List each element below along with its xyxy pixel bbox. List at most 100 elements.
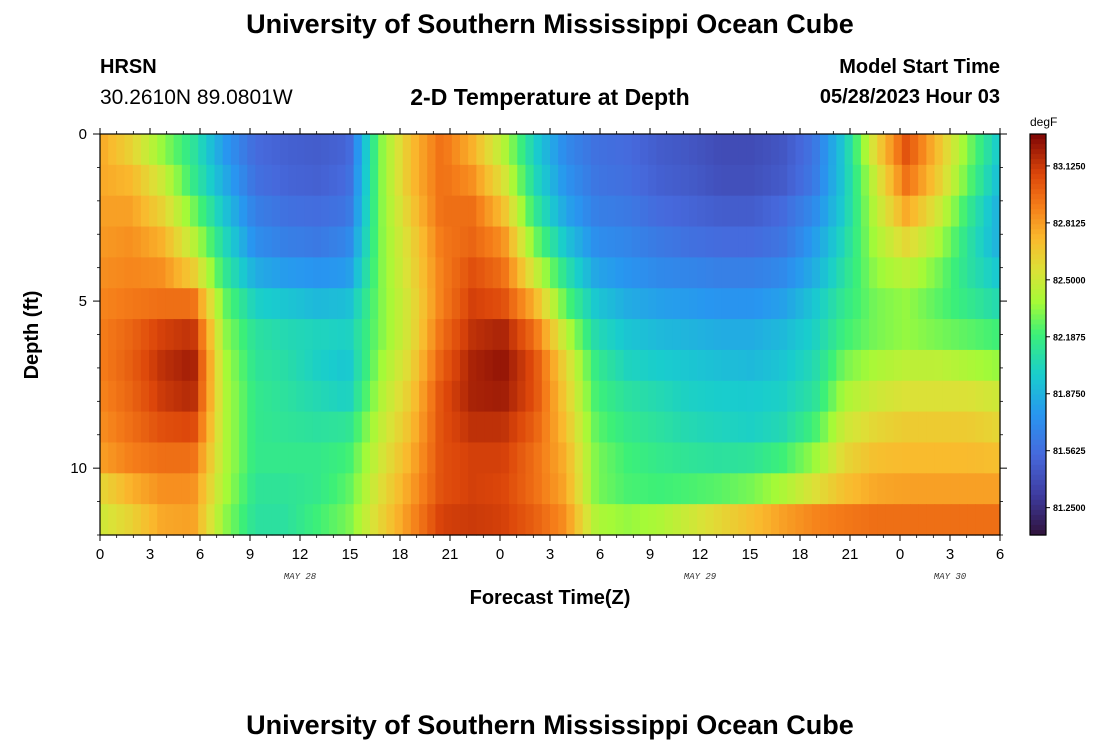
heatmap-cell [574, 134, 584, 166]
heatmap-cell [255, 195, 265, 228]
heatmap-cell [247, 411, 257, 444]
heatmap-cell [566, 504, 576, 536]
heatmap-cell [149, 164, 158, 197]
heatmap-cell [885, 257, 895, 289]
heatmap-cell [566, 195, 576, 228]
heatmap-cell [517, 442, 527, 474]
heatmap-cell [901, 442, 911, 474]
heatmap-cell [525, 288, 535, 320]
heatmap-cell [967, 164, 977, 197]
heatmap-cell [296, 504, 306, 536]
heatmap-cell [124, 288, 134, 320]
heatmap-cell [500, 164, 510, 197]
heatmap-cell [370, 349, 379, 382]
colorbar-segment [1030, 479, 1046, 486]
heatmap-cell [607, 164, 617, 197]
heatmap-cell [435, 411, 445, 444]
heatmap-cell [582, 349, 592, 382]
heatmap-cell [983, 257, 993, 289]
heatmap-cell [558, 319, 567, 351]
colorbar-segment [1030, 229, 1046, 235]
heatmap-cell [509, 226, 518, 258]
heatmap-cell [304, 288, 314, 320]
heatmap-cell [885, 380, 895, 413]
x-tick-label: 0 [96, 546, 104, 563]
heatmap-cell [590, 257, 600, 289]
heatmap-cell [517, 134, 527, 166]
heatmap-cell [443, 226, 453, 258]
heatmap-cell [705, 134, 715, 166]
heatmap-cell [893, 380, 903, 413]
heatmap-cell [230, 164, 240, 197]
heatmap-cell [754, 380, 764, 413]
heatmap-cell [852, 349, 862, 382]
heatmap-cell [484, 380, 494, 413]
y-tick-label: 10 [70, 460, 87, 477]
heatmap-cell [901, 226, 911, 258]
heatmap-cell [942, 504, 952, 536]
heatmap-cell [108, 257, 117, 289]
heatmap-cell [820, 164, 829, 197]
heatmap-cell [100, 349, 109, 382]
heatmap-cell [950, 164, 960, 197]
heatmap-cell [247, 442, 257, 474]
heatmap-cell [517, 319, 527, 351]
heatmap-cell [991, 257, 1001, 289]
heatmap-cell [664, 319, 674, 351]
heatmap-cell [885, 164, 895, 197]
heatmap-cell [198, 442, 207, 474]
heatmap-cell [230, 442, 240, 474]
heatmap-cell [304, 473, 314, 505]
heatmap-cell [296, 442, 306, 474]
heatmap-cell [263, 319, 273, 351]
heatmap-cell [590, 349, 600, 382]
heatmap-cell [476, 349, 486, 382]
heatmap-cell [877, 349, 887, 382]
heatmap-cell [460, 288, 469, 320]
heatmap-cell [320, 349, 330, 382]
plot-title: 2-D Temperature at Depth [410, 84, 690, 110]
heatmap-cell [713, 411, 723, 444]
heatmap-cell [869, 473, 878, 505]
colorbar-tick-label: 81.2500 [1053, 503, 1086, 513]
heatmap-cell [844, 349, 854, 382]
heatmap-cell [394, 288, 404, 320]
heatmap-cell [705, 442, 715, 474]
heatmap-cell [795, 411, 805, 444]
colorbar-segment [1030, 149, 1046, 155]
colorbar-segment [1030, 514, 1046, 521]
heatmap-cell [770, 134, 780, 166]
heatmap-cell [836, 349, 846, 382]
heatmap-cell [386, 288, 396, 320]
heatmap-cell [828, 134, 837, 166]
heatmap-cell [165, 442, 175, 474]
heatmap-cell [754, 134, 764, 166]
heatmap-cell [361, 134, 371, 166]
heatmap-cell [394, 349, 404, 382]
heatmap-cell [607, 195, 617, 228]
heatmap-cell [312, 349, 322, 382]
heatmap-cell [378, 134, 387, 166]
heatmap-cell [230, 504, 240, 536]
heatmap-cell [165, 134, 175, 166]
heatmap-cell [460, 319, 469, 351]
colorbar-segment [1030, 459, 1046, 466]
heatmap-cell [484, 195, 494, 228]
heatmap-cell [394, 504, 404, 536]
heatmap-cell [206, 226, 216, 258]
heatmap-cell [230, 195, 240, 228]
colorbar-segment [1030, 349, 1046, 356]
heatmap-cell [312, 195, 322, 228]
heatmap-cell [500, 226, 510, 258]
heatmap-cell [386, 164, 396, 197]
heatmap-cell [116, 134, 126, 166]
heatmap-cell [877, 257, 887, 289]
heatmap-cell [345, 411, 355, 444]
heatmap-cell [410, 411, 420, 444]
heatmap-cell [991, 319, 1001, 351]
heatmap-cell [713, 473, 723, 505]
heatmap-cell [378, 380, 387, 413]
heatmap-cell [582, 134, 592, 166]
heatmap-cell [361, 319, 371, 351]
heatmap-cell [730, 473, 739, 505]
